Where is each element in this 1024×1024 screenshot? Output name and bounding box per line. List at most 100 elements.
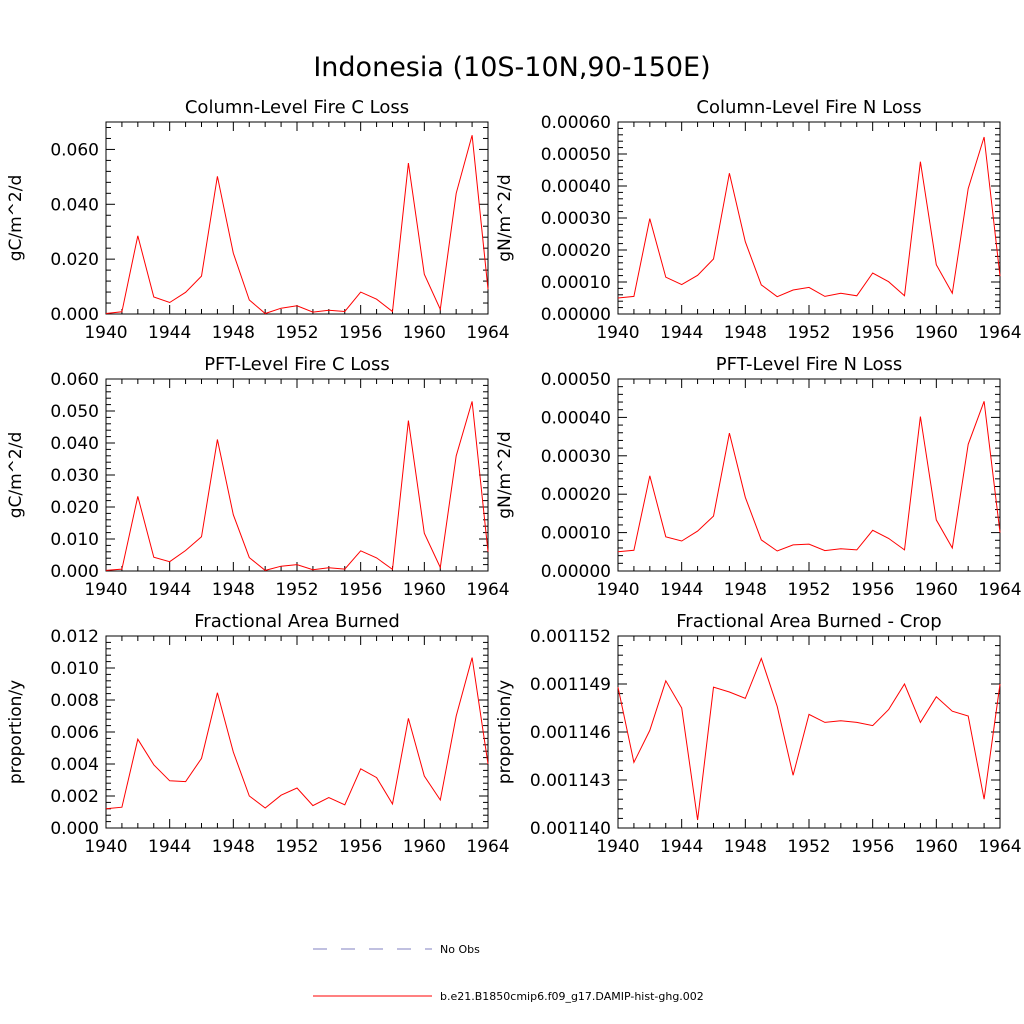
x-tick-label: 1948 <box>212 580 255 600</box>
legend: No Obs b.e21.B1850cmip6.f09_g17.DAMIP-hi… <box>313 943 704 1003</box>
column-level-fire-n-loss-panel: Column-Level Fire N Loss 1940 1944 1948 1952… <box>495 97 1022 343</box>
y-tick-label: 0.00020 <box>541 241 611 261</box>
y-tick-label: 0.00000 <box>541 305 611 325</box>
x-tick-label: 1940 <box>596 580 639 600</box>
y-tick-label: 0.00010 <box>541 273 611 293</box>
y-tick-label: 0.00030 <box>541 209 611 229</box>
x-tick-label: 1952 <box>275 323 318 343</box>
x-tick-label: 1944 <box>148 580 191 600</box>
y-tick-label: 0.001152 <box>530 627 611 647</box>
fractional-area-burned-crop-series-line <box>617 656 1001 821</box>
pft-level-fire-c-loss-plot-frame <box>105 378 489 572</box>
panel-grid: Column-Level Fire C Loss 1940 1944 1948 1952… <box>6 97 1022 857</box>
x-tick-label: 1960 <box>915 580 958 600</box>
x-tick-label: 1948 <box>212 323 255 343</box>
x-tick-label: 1948 <box>724 580 767 600</box>
x-tick-label: 1952 <box>787 837 830 857</box>
y-tick-label: 0.040 <box>50 434 99 454</box>
x-tick-label: 1952 <box>275 837 318 857</box>
page-title: Indonesia (10S-10N,90-150E) <box>313 52 710 83</box>
y-tick-label: 0.010 <box>50 530 99 550</box>
y-tick-label: 0.000 <box>50 562 99 582</box>
y-tick-label: 0.012 <box>50 627 99 647</box>
y-tick-label: 0.001140 <box>530 819 611 839</box>
y-tick-label: 0.00000 <box>541 562 611 582</box>
column-level-fire-n-loss-title: Column-Level Fire N Loss <box>696 97 921 118</box>
column-level-fire-c-loss-ylabel: gC/m^2/d <box>6 175 26 262</box>
y-tick-label: 0.001149 <box>530 675 611 695</box>
x-tick-label: 1940 <box>596 323 639 343</box>
y-tick-label: 0.060 <box>50 140 99 160</box>
column-level-fire-n-loss-plot-frame <box>617 121 1001 315</box>
x-tick-label: 1944 <box>660 580 703 600</box>
fractional-area-burned-panel: Fractional Area Burned 1940 1944 1948 1952 19… <box>6 611 510 857</box>
pft-level-fire-c-loss-ylabel: gC/m^2/d <box>6 432 26 519</box>
x-tick-label: 1940 <box>596 837 639 857</box>
y-tick-label: 0.00020 <box>541 485 611 505</box>
fractional-area-burned-series-line <box>105 657 489 810</box>
x-tick-label: 1960 <box>915 837 958 857</box>
y-tick-label: 0.020 <box>50 250 99 270</box>
y-tick-label: 0.00050 <box>541 145 611 165</box>
x-tick-label: 1956 <box>339 580 382 600</box>
x-tick-label: 1956 <box>339 837 382 857</box>
y-tick-label: 0.000 <box>50 819 99 839</box>
y-tick-label: 0.004 <box>50 755 99 775</box>
y-tick-label: 0.00050 <box>541 370 611 390</box>
x-tick-label: 1952 <box>787 323 830 343</box>
x-tick-label: 1940 <box>84 837 127 857</box>
y-tick-label: 0.000 <box>50 305 99 325</box>
y-tick-label: 0.00060 <box>541 113 611 133</box>
y-tick-label: 0.00040 <box>541 408 611 428</box>
column-level-fire-c-loss-title: Column-Level Fire C Loss <box>185 97 409 118</box>
legend-label-no-obs: No Obs <box>440 943 480 956</box>
pft-level-fire-n-loss-series-line <box>617 401 1001 553</box>
x-tick-label: 1960 <box>915 323 958 343</box>
x-tick-label: 1944 <box>660 837 703 857</box>
fractional-area-burned-crop-plot-frame <box>617 635 1001 829</box>
y-tick-label: 0.00040 <box>541 177 611 197</box>
pft-level-fire-c-loss-panel: PFT-Level Fire C Loss 1940 1944 1948 1952 195… <box>6 354 510 600</box>
x-tick-label: 1960 <box>403 323 446 343</box>
x-tick-label: 1960 <box>403 837 446 857</box>
fractional-area-burned-title: Fractional Area Burned <box>194 611 400 632</box>
x-tick-label: 1956 <box>339 323 382 343</box>
fractional-area-burned-crop-title: Fractional Area Burned - Crop <box>676 611 941 632</box>
pft-level-fire-c-loss-title: PFT-Level Fire C Loss <box>204 354 390 375</box>
x-tick-label: 1960 <box>403 580 446 600</box>
y-tick-label: 0.060 <box>50 370 99 390</box>
pft-level-fire-n-loss-panel: PFT-Level Fire N Loss 1940 1944 1948 1952 195… <box>495 354 1022 600</box>
column-level-fire-n-loss-ylabel: gN/m^2/d <box>495 174 515 261</box>
y-tick-label: 0.008 <box>50 691 99 711</box>
x-tick-label: 1948 <box>724 323 767 343</box>
pft-level-fire-n-loss-ylabel: gN/m^2/d <box>495 431 515 518</box>
column-level-fire-c-loss-series-line <box>105 135 489 315</box>
y-tick-label: 0.002 <box>50 787 99 807</box>
x-tick-label: 1964 <box>466 837 509 857</box>
fractional-area-burned-crop-ylabel: proportion/y <box>495 680 515 784</box>
column-level-fire-c-loss-plot-frame <box>105 121 489 315</box>
x-tick-label: 1952 <box>275 580 318 600</box>
fractional-area-burned-plot-frame <box>105 635 489 829</box>
y-tick-label: 0.030 <box>50 466 99 486</box>
x-tick-label: 1944 <box>660 323 703 343</box>
y-tick-label: 0.001146 <box>530 723 611 743</box>
x-tick-label: 1956 <box>851 323 894 343</box>
x-tick-label: 1952 <box>787 580 830 600</box>
x-tick-label: 1948 <box>212 837 255 857</box>
x-tick-label: 1944 <box>148 323 191 343</box>
pft-level-fire-n-loss-plot-frame <box>617 378 1001 572</box>
y-tick-label: 0.00030 <box>541 447 611 467</box>
y-tick-label: 0.010 <box>50 659 99 679</box>
x-tick-label: 1940 <box>84 580 127 600</box>
column-level-fire-c-loss-panel: Column-Level Fire C Loss 1940 1944 1948 1952… <box>6 97 510 343</box>
x-tick-label: 1956 <box>851 580 894 600</box>
fractional-area-burned-ylabel: proportion/y <box>6 680 26 784</box>
pft-level-fire-n-loss-title: PFT-Level Fire N Loss <box>716 354 902 375</box>
y-tick-label: 0.006 <box>50 723 99 743</box>
y-tick-label: 0.050 <box>50 402 99 422</box>
x-tick-label: 1956 <box>851 837 894 857</box>
x-tick-label: 1940 <box>84 323 127 343</box>
x-tick-label: 1964 <box>978 837 1021 857</box>
